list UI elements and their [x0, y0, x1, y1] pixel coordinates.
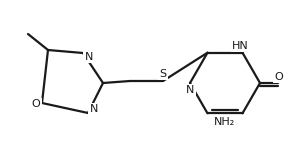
- Text: HN: HN: [232, 41, 249, 51]
- Text: O: O: [32, 99, 40, 109]
- Text: N: N: [90, 104, 98, 114]
- Text: O: O: [274, 72, 284, 82]
- Text: N: N: [186, 85, 194, 95]
- Text: N: N: [85, 52, 93, 62]
- Text: NH₂: NH₂: [214, 117, 235, 127]
- Text: S: S: [159, 69, 167, 79]
